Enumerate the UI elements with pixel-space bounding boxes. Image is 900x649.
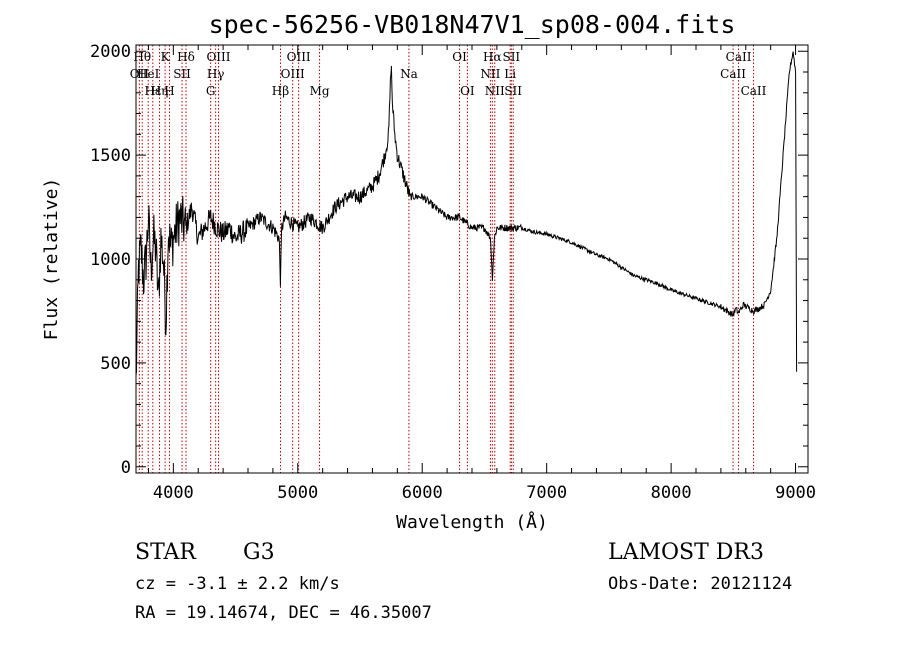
obs-date: Obs-Date: 20121124 xyxy=(608,574,793,594)
line-label: HeI xyxy=(137,67,160,81)
line-label: SII xyxy=(173,67,191,81)
x-tick-label: 4000 xyxy=(153,483,194,503)
line-label: OI xyxy=(452,50,467,64)
line-label: Na xyxy=(400,67,418,81)
x-tick-label: 5000 xyxy=(277,483,318,503)
y-tick-label: 1500 xyxy=(90,146,131,166)
survey-name: LAMOST DR3 xyxy=(608,540,764,565)
x-axis-label: Wavelength (Å) xyxy=(396,511,548,533)
line-label: Hγ xyxy=(207,67,225,81)
line-markers xyxy=(138,45,754,473)
spectrum-line xyxy=(135,51,798,376)
line-label: Hβ xyxy=(272,84,289,98)
line-label: Hα xyxy=(483,50,502,64)
spectrum-plot: 4000 5000 6000 7000 8000 9000 0 500 1000 1500 2000… xyxy=(41,10,816,533)
line-label: NII xyxy=(485,84,505,98)
line-label: K xyxy=(161,50,171,64)
line-label: OI xyxy=(460,84,475,98)
line-label: Hε xyxy=(144,84,161,98)
x-tick-label: 9000 xyxy=(775,483,816,503)
line-label: OII xyxy=(130,67,150,81)
line-label: H xyxy=(164,84,174,98)
y-tick-label: 0 xyxy=(121,458,131,478)
line-label: Li xyxy=(504,67,516,81)
x-tick-label: 6000 xyxy=(402,483,443,503)
line-label: CaII xyxy=(726,50,752,64)
y-tick-label: 1000 xyxy=(90,250,131,270)
redshift-cz: cz = -3.1 ± 2.2 km/s xyxy=(135,574,340,594)
line-label: Hη xyxy=(151,84,169,98)
line-label: Mg xyxy=(310,84,330,98)
line-label: Hθ xyxy=(133,50,151,64)
x-tick-label: 8000 xyxy=(651,483,692,503)
object-subclass: G3 xyxy=(243,540,275,565)
chart-title: spec-56256-VB018N47V1_sp08-004.fits xyxy=(209,10,736,39)
line-label: CaII xyxy=(741,84,767,98)
y-tick-label: 2000 xyxy=(90,42,131,62)
line-label: NII xyxy=(480,67,500,81)
line-label: CaII xyxy=(720,67,746,81)
plot-frame xyxy=(135,44,809,474)
line-label: G xyxy=(206,84,216,98)
x-tick-label: 7000 xyxy=(526,483,567,503)
line-label: OIII xyxy=(287,50,311,64)
line-label: OIII xyxy=(206,50,230,64)
coordinates: RA = 19.14674, DEC = 46.35007 xyxy=(135,603,432,623)
line-label: OIII xyxy=(281,67,305,81)
line-label: SII xyxy=(504,84,522,98)
line-label: SII xyxy=(502,50,520,64)
line-label: Hδ xyxy=(177,50,195,64)
y-axis-label: Flux (relative) xyxy=(41,178,62,341)
object-class: STAR xyxy=(135,540,196,565)
y-tick-label: 500 xyxy=(100,354,131,374)
axes: 4000 5000 6000 7000 8000 9000 0 500 1000 1500 2000 xyxy=(90,42,816,503)
